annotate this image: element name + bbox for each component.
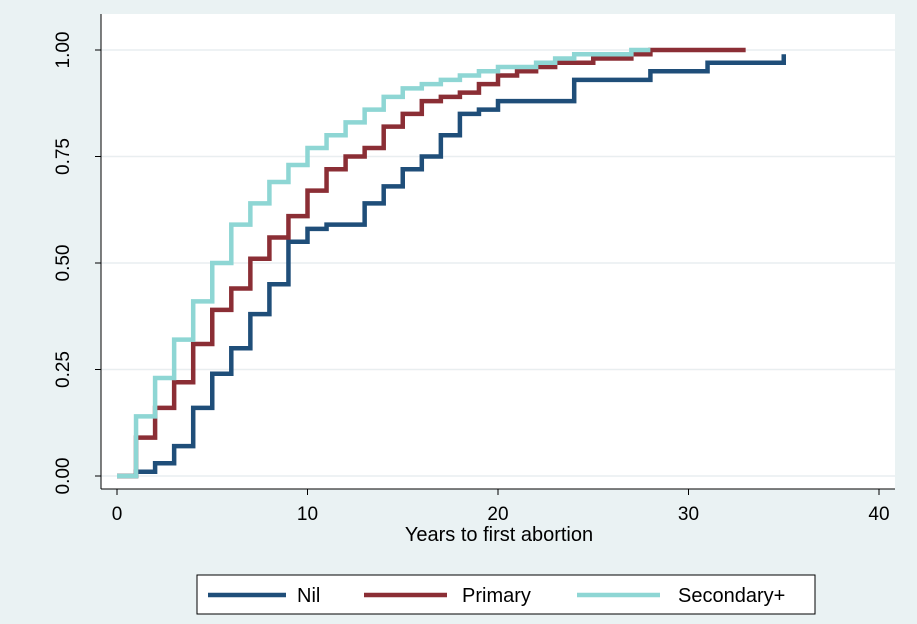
- series-layer: [117, 47, 786, 479]
- y-tick-label: 0.50: [53, 245, 74, 282]
- x-axis-title: Years to first abortion: [405, 524, 593, 546]
- y-tick-label: 0.75: [53, 138, 74, 175]
- series-line-nil: [117, 54, 786, 479]
- y-tick-label: 1.00: [53, 32, 74, 69]
- y-tick-label: 0.00: [53, 458, 74, 495]
- x-tick-label: 40: [868, 504, 889, 525]
- x-tick-label: 30: [678, 504, 699, 525]
- legend-label-primary: Primary: [462, 585, 531, 607]
- legend-label-secondary: Secondary+: [678, 585, 785, 607]
- x-tick-label: 0: [112, 504, 123, 525]
- series-line-primary: [117, 47, 746, 479]
- legend: Nil Primary Secondary+: [196, 574, 816, 615]
- y-tick-label: 0.25: [53, 351, 74, 388]
- x-tick-label: 10: [297, 504, 318, 525]
- legend-label-nil: Nil: [297, 585, 320, 607]
- axes-layer: 0.00 0.25 0.50 0.75 1.00 0 10 20 30 40: [53, 14, 895, 525]
- series-line-secondary: [117, 47, 651, 479]
- x-tick-label: 20: [487, 504, 508, 525]
- legend-box: [196, 574, 816, 615]
